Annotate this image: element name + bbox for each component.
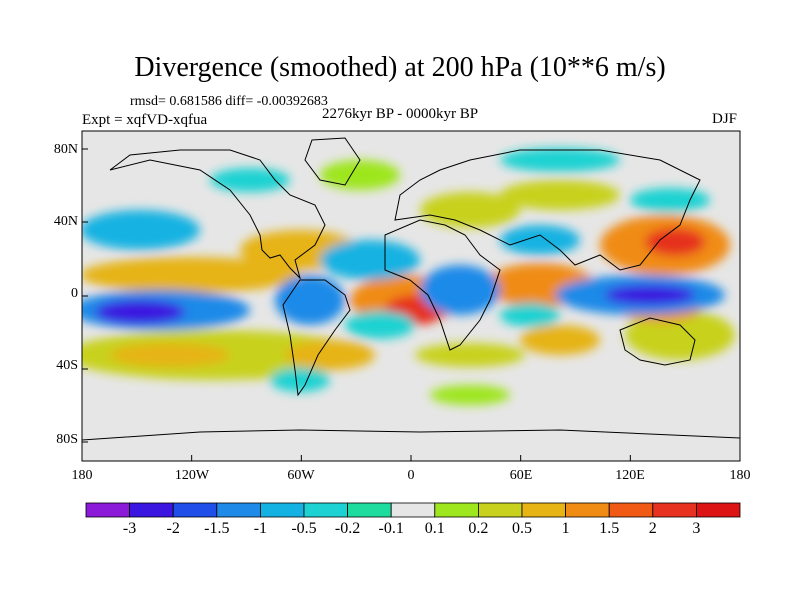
field-blob (630, 188, 710, 212)
colorbar-swatch (608, 502, 654, 518)
divergence-field (82, 148, 735, 405)
field-blob (500, 303, 560, 327)
colorbar-label: -1.5 (204, 520, 230, 537)
y-tick-label: 80S (56, 432, 78, 447)
field-blob (110, 343, 230, 367)
field-blob (95, 300, 185, 324)
colorbar-label: 0.5 (512, 520, 532, 537)
colorbar-label: -0.1 (378, 520, 404, 537)
colorbar-label: 1.5 (599, 520, 620, 537)
field-blob (500, 225, 580, 255)
field-blob (275, 275, 345, 325)
time-period: 2276kyr BP - 0000kyr BP (322, 106, 479, 122)
colorbar-label: -1 (253, 520, 268, 537)
y-axis-ticks (82, 148, 88, 443)
coast-south-america (282, 279, 351, 397)
field-blob (500, 180, 620, 210)
field-blob (605, 285, 695, 305)
colorbar-label: -3 (122, 520, 137, 537)
colorbar-swatch (477, 502, 523, 518)
y-tick-label: 40N (53, 214, 78, 229)
colorbar-swatch (390, 502, 436, 518)
x-tick-label: 120W (174, 468, 210, 483)
field-blob (270, 368, 330, 392)
colorbar-swatch (216, 502, 261, 518)
coast-antarctica (82, 429, 740, 441)
y-tick-label: 80N (53, 142, 78, 157)
colorbar-swatch (434, 502, 479, 518)
colorbar-label: 0.2 (468, 520, 489, 537)
colorbar-swatch (303, 502, 348, 518)
field-blob (345, 311, 415, 339)
coast-africa (384, 219, 501, 351)
colorbar-swatch (129, 502, 174, 518)
chart-title: Divergence (smoothed) at 200 hPa (10**6 … (134, 52, 666, 83)
experiment-label: Expt = xqfVD-xqfua (82, 112, 208, 128)
field-blob (210, 168, 290, 192)
colorbar-swatch (259, 502, 305, 518)
y-tick-label: 0 (71, 286, 78, 301)
x-tick-label: 120E (615, 468, 645, 483)
field-blob (645, 228, 705, 256)
colorbar-label: 1 (561, 520, 570, 537)
field-blob (82, 210, 200, 250)
field-blob (285, 340, 375, 370)
colorbar-swatch (347, 502, 392, 518)
colorbar-swatch (652, 502, 697, 518)
coast-eurasia (394, 149, 701, 271)
colorbar-swatch (565, 502, 610, 518)
colorbar-label: -2 (166, 520, 180, 537)
colorbar-swatch (85, 502, 130, 518)
colorbar-label: 2 (648, 520, 657, 537)
colorbar-label: 0.1 (424, 520, 445, 537)
colorbar-label: -0.2 (334, 520, 361, 537)
colorbar-label: -0.5 (291, 520, 317, 537)
field-blob (320, 160, 400, 190)
y-tick-label: 40S (56, 358, 78, 373)
field-blob (82, 257, 300, 293)
x-tick-label: 180 (729, 468, 751, 483)
field-blob (625, 310, 735, 360)
x-tick-label: 60E (509, 468, 533, 483)
field-blob (500, 148, 620, 172)
season-label: DJF (712, 111, 738, 127)
field-blob (430, 385, 510, 405)
colorbar-label: 3 (692, 520, 701, 537)
coastlines (82, 137, 740, 441)
x-axis-ticks (81, 455, 741, 461)
coast-north-america (109, 149, 326, 280)
coast-greenland (304, 137, 361, 186)
coast-australia (619, 317, 696, 366)
field-blob (320, 240, 420, 280)
field-blob (520, 325, 600, 355)
colorbar (85, 502, 741, 518)
x-tick-label: 180 (71, 468, 93, 483)
colorbar-swatch (172, 502, 218, 518)
x-tick-label: 0 (407, 468, 415, 483)
field-blob (415, 343, 525, 367)
field-blob (420, 265, 500, 315)
colorbar-swatch (521, 502, 566, 518)
x-tick-label: 60W (287, 468, 315, 483)
rmsd-diff-stats: rmsd= 0.681586 diff= -0.00392683 (130, 94, 328, 109)
colorbar-swatch (696, 502, 741, 518)
field-blob (420, 192, 520, 228)
